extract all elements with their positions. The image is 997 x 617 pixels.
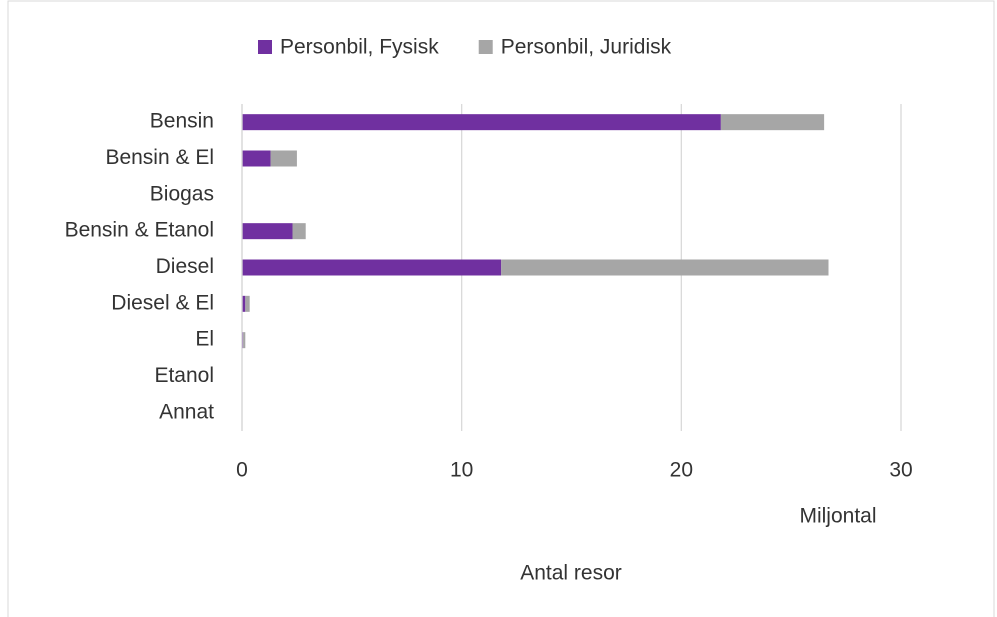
y-tick-label: Bensin & Etanol — [65, 219, 214, 242]
y-tick-label: Diesel — [156, 255, 214, 278]
bar-segment — [242, 150, 271, 167]
legend-swatch — [258, 40, 272, 54]
bar-segment — [501, 259, 829, 276]
y-tick-label: Bensin — [150, 110, 214, 133]
bar-segment — [242, 295, 246, 312]
bar-segment — [245, 295, 250, 312]
bar-segment — [243, 332, 246, 349]
x-axis-title: Antal resor — [520, 562, 622, 585]
y-tick-label: Diesel & El — [111, 291, 214, 314]
x-tick-label: 10 — [450, 459, 473, 482]
unit-annotation: Miljontal — [799, 505, 876, 528]
bar-segment — [242, 259, 502, 276]
x-tick-label: 30 — [889, 459, 912, 482]
legend-swatch — [478, 40, 493, 54]
bar-segment — [242, 114, 721, 131]
legend-label: Personbil, Juridisk — [501, 36, 672, 59]
y-tick-label: Etanol — [154, 364, 214, 387]
bar-segment — [270, 150, 297, 167]
chart-frame — [7, 0, 995, 617]
y-tick-label: Bensin & El — [105, 146, 214, 169]
y-tick-label: El — [195, 328, 214, 351]
y-tick-label: Annat — [159, 400, 214, 423]
legend-label: Personbil, Fysisk — [280, 36, 439, 59]
x-tick-label: 20 — [670, 459, 693, 482]
bar-segment — [242, 223, 293, 240]
bar-segment — [292, 223, 306, 240]
x-tick-label: 0 — [236, 459, 248, 482]
y-tick-label: Biogas — [150, 182, 214, 205]
bar-segment — [720, 114, 825, 131]
